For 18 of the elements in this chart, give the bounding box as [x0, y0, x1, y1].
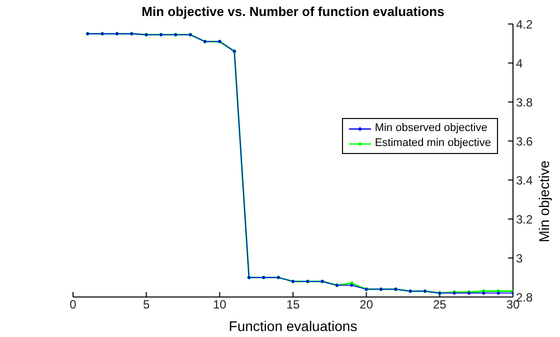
y-tick-label: 4.2 [516, 17, 534, 32]
chart-title: Min objective vs. Number of function evaluations [140, 4, 446, 19]
x-tick-label: 5 [142, 298, 150, 312]
y-tick-label: 3.6 [516, 134, 534, 148]
y-tick-label: 3.8 [516, 95, 534, 110]
legend-label: Min observed objective [374, 121, 488, 136]
legend-label: Estimated min objective [374, 136, 491, 151]
x-axis-title: Function evaluations [228, 318, 358, 334]
x-tick-label: 10 [212, 298, 227, 312]
x-tick-label: 20 [360, 298, 374, 312]
y-tick-label: 3.4 [516, 173, 534, 188]
y-tick-label: 3 [516, 251, 523, 266]
y-tick-label: 3.2 [516, 212, 534, 226]
x-tick-label: 0 [70, 298, 77, 312]
x-tick-label: 15 [286, 298, 300, 312]
x-tick-label: 25 [432, 298, 447, 312]
y-tick-label: 4 [516, 56, 523, 70]
y-axis-title: Min objective [536, 160, 552, 242]
